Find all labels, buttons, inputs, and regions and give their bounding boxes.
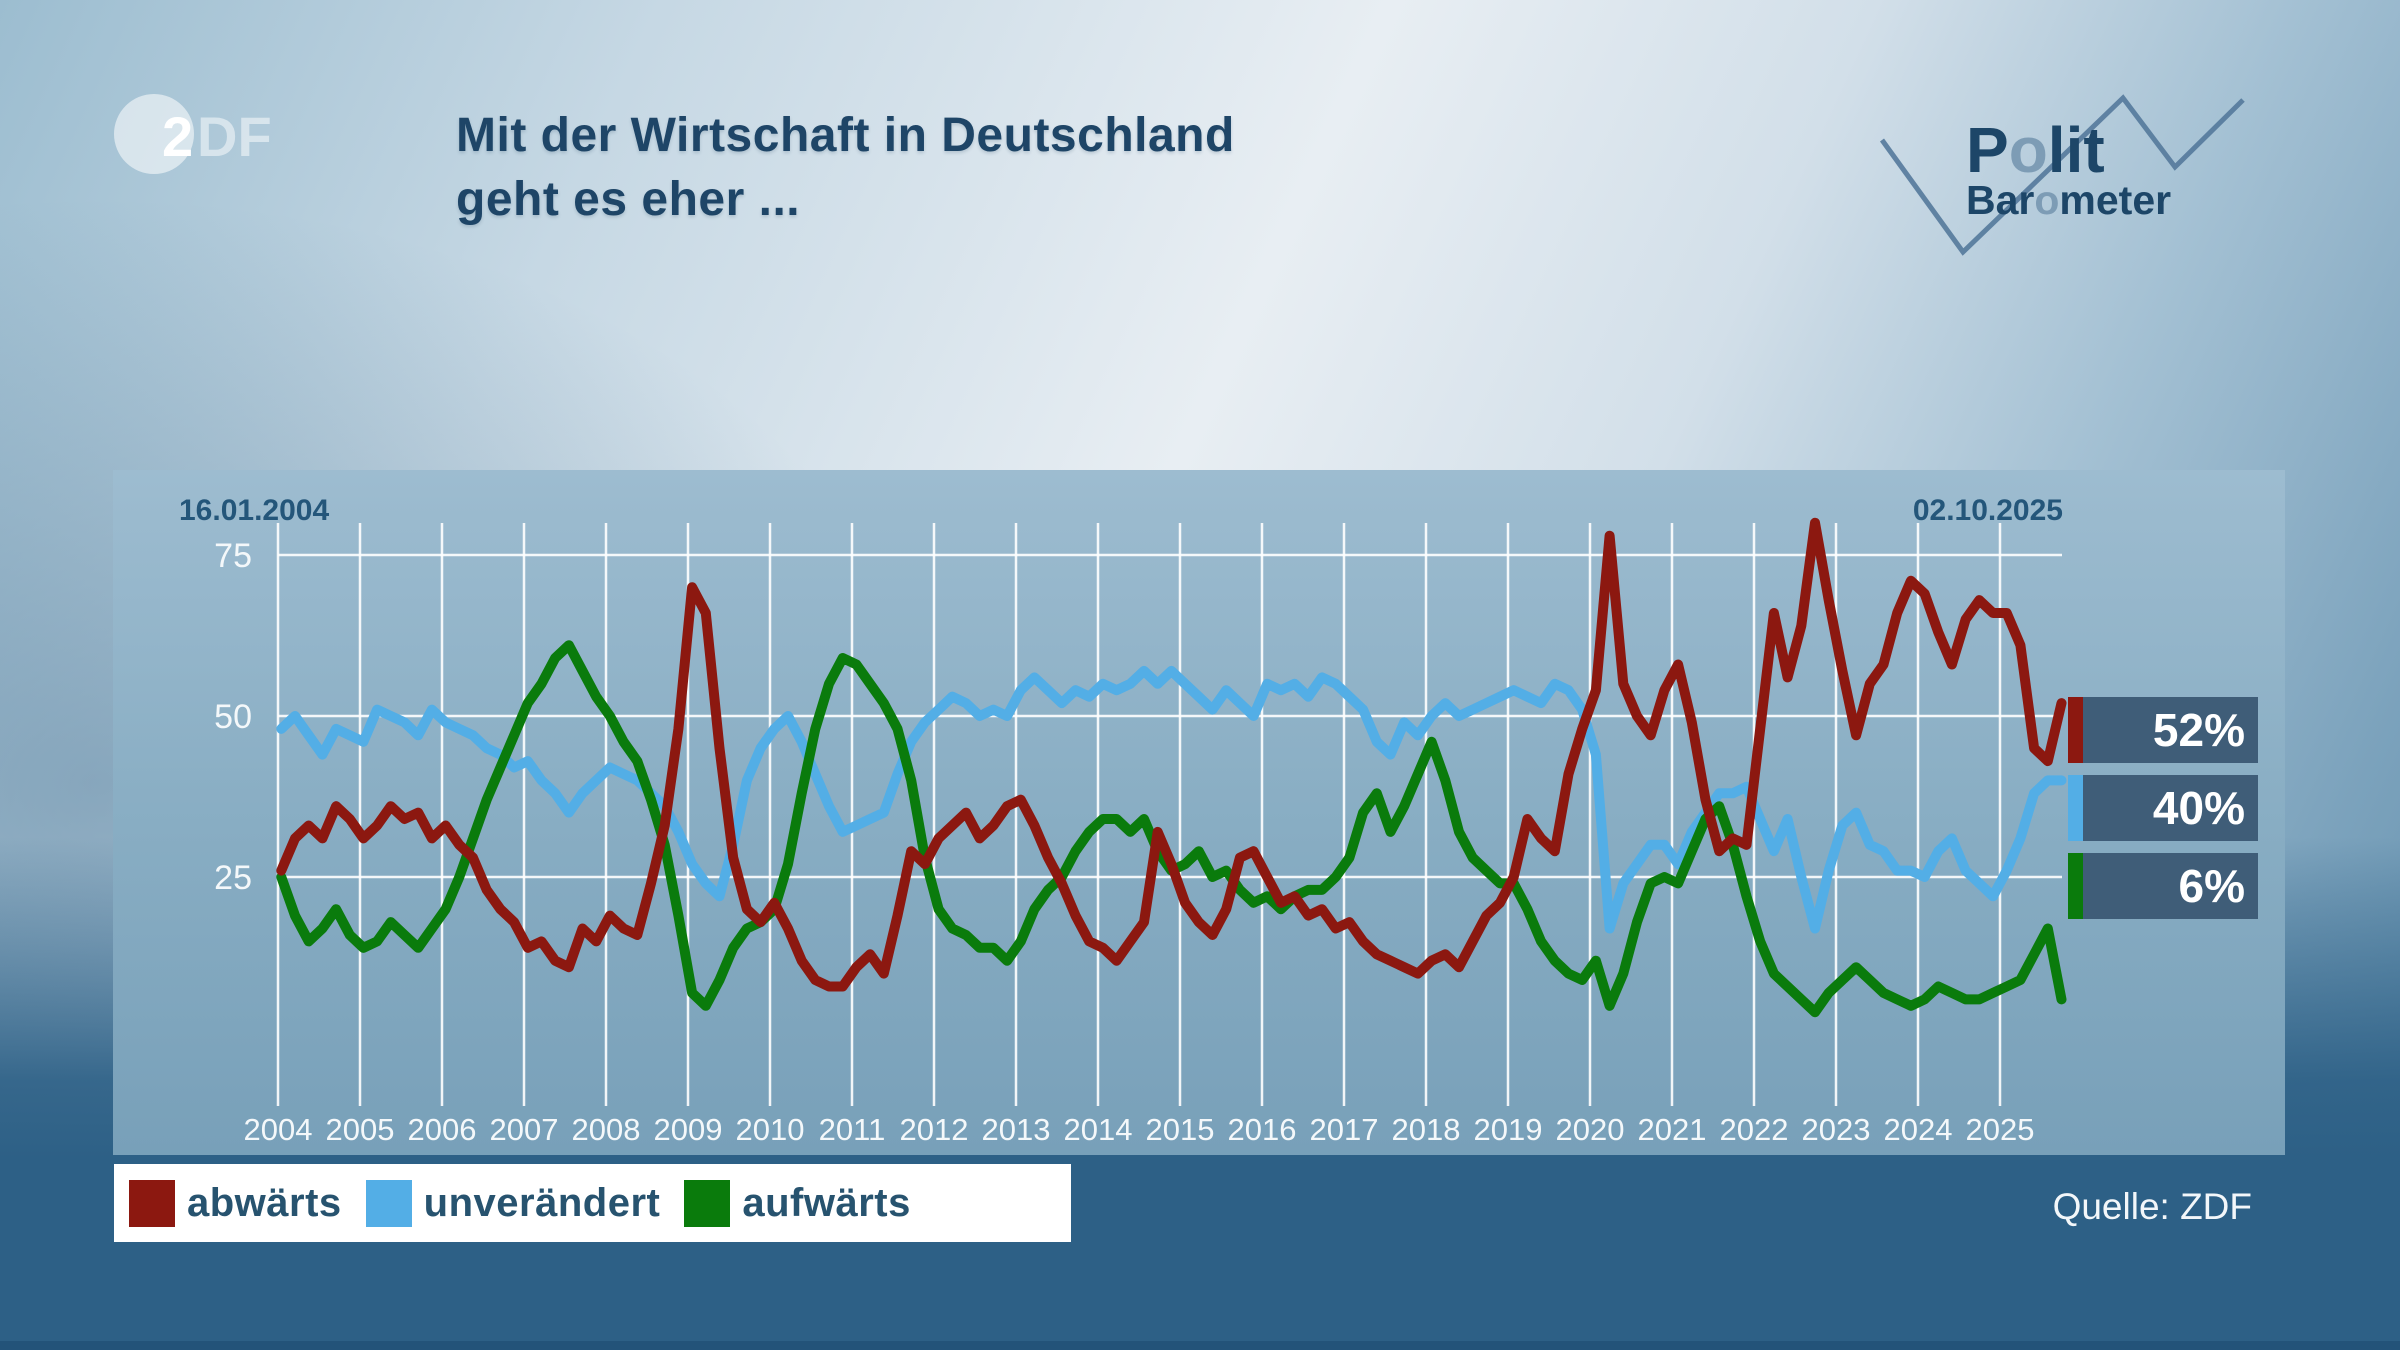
y-tick-50: 50 [214,698,252,736]
x-tick-2017: 2017 [1310,1112,1379,1147]
series-line-abwärts [276,517,2067,992]
x-tick-2008: 2008 [572,1112,641,1147]
legend-swatch-unveraendert [365,1179,412,1227]
value-badge-unveraendert: 40% [2068,775,2258,841]
badge-color-bar-aufwaerts [2068,853,2083,919]
legend-swatch-aufwaerts [684,1179,731,1227]
legend-label-abwaerts: abwärts [187,1180,342,1225]
legend-swatch-abwaerts [129,1179,175,1227]
x-tick-2004: 2004 [244,1112,313,1147]
x-tick-2009: 2009 [654,1112,723,1147]
value-badge-aufwaerts: 6% [2068,853,2258,919]
x-tick-2021: 2021 [1638,1112,1707,1147]
chart-end-date: 02.10.2025 [1912,494,2063,527]
y-tick-25: 25 [214,859,252,897]
x-tick-2005: 2005 [326,1112,395,1147]
bottom-edge-strip [0,1341,2400,1350]
chart-panel [113,470,2285,1155]
zigzag-line-icon [1879,94,2245,256]
badge-value-aufwaerts: 6% [2178,860,2245,912]
x-tick-2014: 2014 [1064,1112,1133,1147]
title-line-2: geht es eher ... [456,173,801,226]
y-tick-75: 75 [214,537,252,575]
badge-value-abwaerts: 52% [2152,704,2245,756]
zdf-logo: 2 DF [114,94,272,174]
x-tick-2013: 2013 [982,1112,1051,1147]
x-tick-2019: 2019 [1474,1112,1543,1147]
brand-polit: Polit [1966,114,2105,186]
politbarometer-logo: Polit Barometer [1879,94,2245,256]
x-tick-2011: 2011 [819,1112,886,1147]
x-tick-2016: 2016 [1228,1112,1297,1147]
chart-legend: abwärts unverändert aufwärts [114,1164,1071,1242]
x-tick-2022: 2022 [1720,1112,1789,1147]
zdf-logo-circle [114,94,194,174]
x-tick-2012: 2012 [900,1112,969,1147]
zdf-logo-2: 2 [162,105,193,168]
x-tick-2023: 2023 [1802,1112,1871,1147]
legend-label-unveraendert: unverändert [423,1180,661,1225]
title-line-1: Mit der Wirtschaft in Deutschland [456,109,1235,162]
legend-label-aufwaerts: aufwärts [742,1180,911,1225]
chart-start-date: 16.01.2004 [179,494,330,527]
x-tick-2007: 2007 [490,1112,559,1147]
x-tick-2018: 2018 [1392,1112,1461,1147]
x-tick-2025: 2025 [1966,1112,2035,1147]
x-tick-2015: 2015 [1146,1112,1215,1147]
series-line-unverändert [276,665,2067,934]
page-title: Mit der Wirtschaft in Deutschland geht e… [456,104,1235,232]
value-badge-abwaerts: 52% [2068,697,2258,763]
source-credit: Quelle: ZDF [2052,1186,2252,1227]
badge-color-bar-abwaerts [2068,697,2083,763]
x-tick-2024: 2024 [1884,1112,1953,1147]
zdf-logo-df: DF [197,105,272,168]
brand-barometer: Barometer [1966,177,2171,223]
badge-value-unveraendert: 40% [2152,782,2245,834]
x-tick-2010: 2010 [736,1112,805,1147]
x-tick-2006: 2006 [408,1112,477,1147]
x-tick-2020: 2020 [1556,1112,1625,1147]
badge-color-bar-unveraendert [2068,775,2083,841]
